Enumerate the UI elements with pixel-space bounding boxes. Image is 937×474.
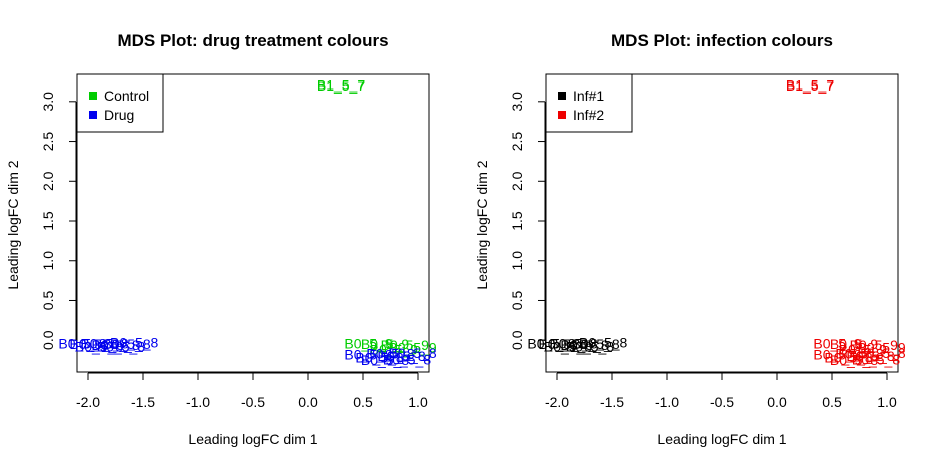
data-point: B0_5_8: [355, 350, 403, 366]
data-point: B0_5_8: [80, 335, 128, 351]
y-tick-label: 3.0: [40, 92, 56, 112]
y-axis-label: Leading logFC dim 2: [474, 160, 490, 289]
legend-label: Drug: [104, 107, 134, 123]
data-point: B0_5_8: [857, 345, 905, 361]
data-point: B0_5_8: [830, 352, 878, 368]
data-point: B0_5_8: [75, 339, 123, 355]
data-point: B0_5_9: [857, 339, 905, 355]
x-tick-label: 1.0: [877, 394, 897, 410]
y-tick-label: 2.5: [40, 132, 56, 152]
data-point: B0_5_9: [370, 342, 418, 358]
y-tick-label: 1.5: [509, 211, 525, 231]
x-tick-label: 0.5: [822, 394, 842, 410]
chart-title: MDS Plot: drug treatment colours: [117, 31, 388, 50]
data-point: B0_5_8: [388, 345, 436, 361]
data-point: B1_5_7: [786, 78, 834, 94]
data-point: B0_5_9: [830, 336, 878, 352]
data-point: B0_5_9: [850, 337, 898, 353]
data-point: B0_5_8: [835, 346, 883, 362]
y-tick-label: 2.5: [509, 132, 525, 152]
legend-label: Inf#2: [573, 107, 604, 123]
data-point: B0_5_8: [549, 335, 597, 351]
x-tick-label: -1.5: [131, 394, 155, 410]
data-point: B0_5_9: [361, 336, 409, 352]
y-tick-label: 2.0: [509, 171, 525, 191]
data-point: B0_5_8: [377, 348, 425, 364]
data-point: B0_5_8: [538, 336, 586, 352]
data-point: B0_5_8: [58, 335, 106, 351]
legend-swatch: [89, 111, 97, 119]
data-point: B0_5_8: [852, 351, 900, 367]
data-point: B0_5_8: [69, 336, 117, 352]
x-tick-label: -2.0: [76, 394, 100, 410]
x-tick-label: -2.0: [545, 394, 569, 410]
chart-infection: MDS Plot: infection colours Leading logF…: [474, 31, 906, 447]
y-tick-label: 0.0: [509, 330, 525, 350]
data-point: B0_5_8: [527, 335, 575, 351]
x-axis-label: Leading logFC dim 1: [188, 431, 317, 447]
legend-label: Control: [104, 88, 149, 104]
legend-swatch: [558, 92, 566, 100]
data-point: B0_5_8: [560, 337, 608, 353]
x-tick-label: -1.0: [186, 394, 210, 410]
x-tick-label: -0.5: [710, 394, 734, 410]
data-point: B0_5_8: [566, 339, 614, 355]
data-point: B1_5_7: [317, 78, 365, 94]
data-point: B0_5_9: [388, 339, 436, 355]
legend-label: Inf#1: [573, 88, 604, 104]
data-point: B0_5_8: [361, 352, 409, 368]
data-point: B0_5_8: [579, 335, 627, 351]
y-tick-label: 3.0: [509, 92, 525, 112]
plot-area-frame: [545, 73, 899, 373]
y-tick-label: 2.0: [40, 171, 56, 191]
data-point: B0_5_8: [813, 347, 861, 363]
data-point: B0_5_8: [846, 348, 894, 364]
legend-box: [76, 73, 164, 133]
legend-swatch: [558, 111, 566, 119]
data-point: B0_5_9: [344, 335, 392, 351]
data-point: B0_5_8: [102, 336, 150, 352]
data-point: B0_5_8: [824, 350, 872, 366]
data-point: B0_5_8: [91, 337, 139, 353]
legend-box: [545, 73, 633, 133]
x-tick-label: -1.5: [600, 394, 624, 410]
y-tick-label: 0.0: [40, 330, 56, 350]
data-point: B0_5_9: [381, 337, 429, 353]
x-tick-label: 1.0: [408, 394, 428, 410]
x-tick-label: -1.0: [655, 394, 679, 410]
chart-title: MDS Plot: infection colours: [611, 31, 833, 50]
chart-drug-treatment: MDS Plot: drug treatment colours Leading…: [5, 31, 437, 447]
data-point: B0_5_9: [813, 335, 861, 351]
data-point: B0_5_8: [544, 339, 592, 355]
y-tick-label: 1.0: [509, 251, 525, 271]
x-axis-label: Leading logFC dim 1: [657, 431, 786, 447]
data-point: B0_5_9: [839, 342, 887, 358]
y-tick-label: 0.5: [40, 291, 56, 311]
x-tick-label: -0.5: [241, 394, 265, 410]
x-tick-label: 0.0: [767, 394, 787, 410]
data-point: B0_5_8: [110, 335, 158, 351]
x-tick-label: 0.0: [298, 394, 318, 410]
data-point: B0_5_8: [344, 347, 392, 363]
x-tick-label: 0.5: [353, 394, 373, 410]
y-tick-label: 0.5: [509, 291, 525, 311]
legend-swatch: [89, 92, 97, 100]
data-point: B1_5_7: [317, 76, 365, 92]
y-tick-label: 1.5: [40, 211, 56, 231]
data-point: B0_5_8: [97, 339, 145, 355]
data-point: B0_5_8: [366, 346, 414, 362]
y-axis-label: Leading logFC dim 2: [5, 160, 21, 289]
data-point: B0_5_8: [383, 351, 431, 367]
y-tick-label: 1.0: [40, 251, 56, 271]
data-point: B1_5_7: [786, 76, 834, 92]
data-point: B0_5_8: [571, 336, 619, 352]
plot-area-frame: [76, 73, 430, 373]
